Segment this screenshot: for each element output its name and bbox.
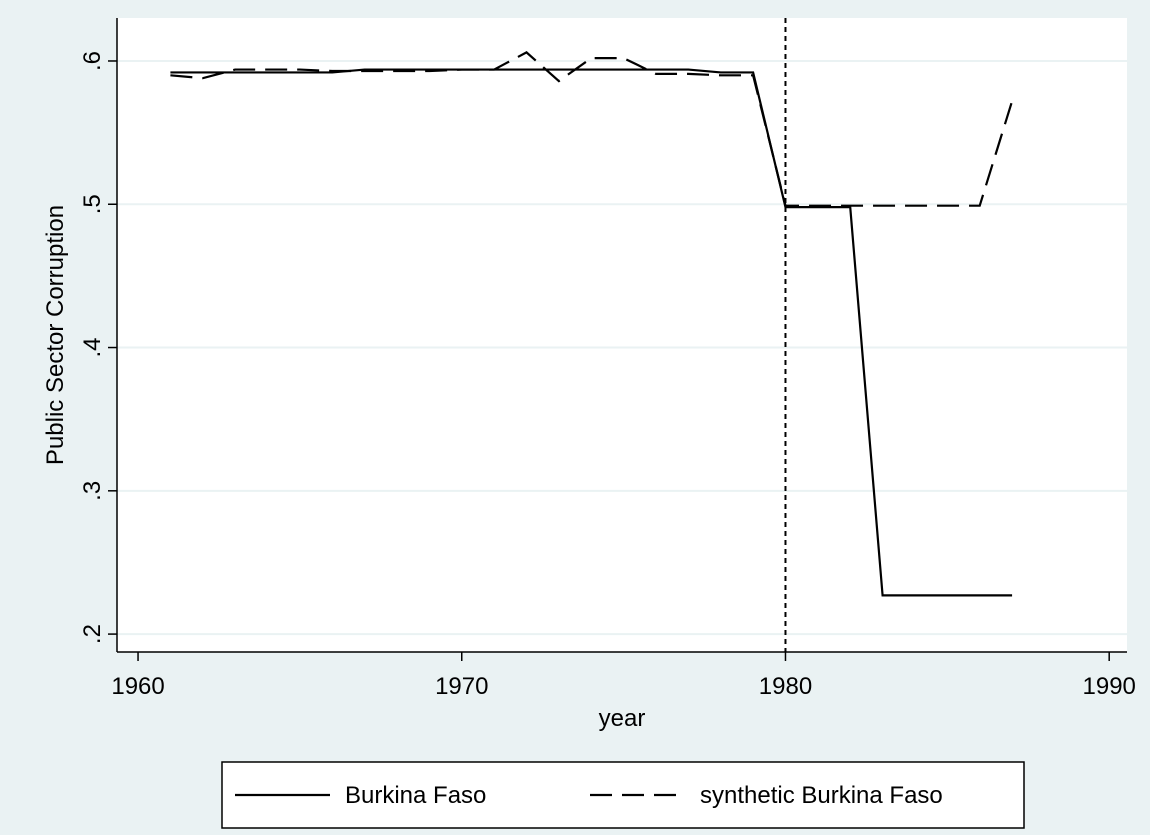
y-tick-label: .3	[79, 481, 106, 501]
plot-area	[117, 18, 1127, 652]
y-tick-label: .2	[79, 624, 106, 644]
legend-label: synthetic Burkina Faso	[700, 782, 943, 809]
legend-label: Burkina Faso	[345, 782, 486, 809]
y-axis-title: Public Sector Corruption	[42, 205, 69, 465]
y-tick-label: .5	[79, 194, 106, 214]
legend-box	[221, 761, 1025, 829]
x-tick-label: 1980	[759, 673, 812, 700]
y-tick-label: .6	[79, 51, 106, 71]
x-axis-title: year	[599, 705, 646, 732]
y-tick-label: .4	[79, 338, 106, 358]
x-tick-label: 1960	[111, 673, 164, 700]
series-line	[170, 51, 1014, 207]
x-tick-label: 1990	[1083, 673, 1136, 700]
series-line	[170, 68, 1013, 597]
x-tick-label: 1970	[435, 673, 488, 700]
